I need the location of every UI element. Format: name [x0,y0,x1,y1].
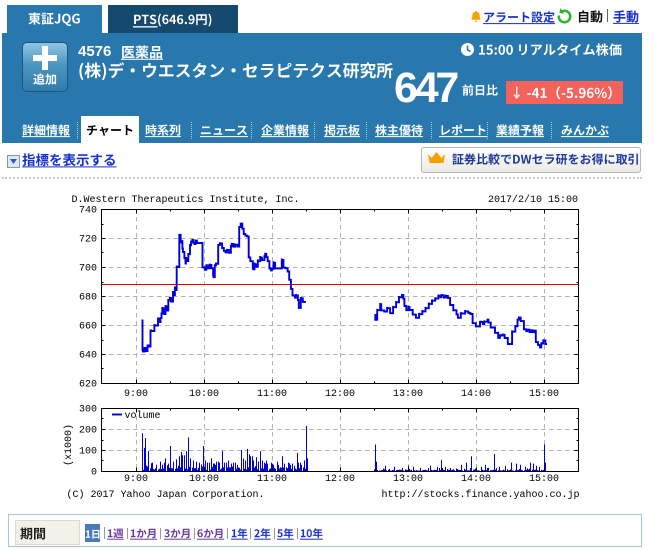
svg-text:12:00: 12:00 [325,389,355,400]
svg-text:13:00: 13:00 [393,389,423,400]
svg-text:640: 640 [79,351,97,362]
svg-text:9:00: 9:00 [124,474,148,485]
svg-text:660: 660 [79,322,97,333]
svg-text:300: 300 [79,405,97,416]
svg-text:(C) 2017 Yahoo Japan Corporati: (C) 2017 Yahoo Japan Corporation. [67,489,265,501]
svg-text:680: 680 [79,293,97,304]
svg-text:15:00: 15:00 [529,474,559,485]
svg-text:700: 700 [79,264,97,275]
svg-text:10:00: 10:00 [189,474,219,485]
svg-text:volume: volume [125,410,161,422]
svg-text:D.Western Therapeutics Institu: D.Western Therapeutics Institute, Inc. [72,194,300,206]
svg-text:12:00: 12:00 [325,474,355,485]
svg-text:10:00: 10:00 [189,389,219,400]
svg-text:0: 0 [91,468,97,479]
svg-text:15:00: 15:00 [529,389,559,400]
svg-text:14:00: 14:00 [461,474,491,485]
svg-text:14:00: 14:00 [461,389,491,400]
svg-text:9:00: 9:00 [124,389,148,400]
svg-text:200: 200 [79,426,97,437]
svg-text:11:00: 11:00 [257,389,287,400]
svg-text:740: 740 [79,206,97,217]
svg-text:2017/2/10 15:00: 2017/2/10 15:00 [488,194,578,206]
svg-text:620: 620 [79,380,97,391]
svg-text:(x1000): (x1000) [63,424,75,466]
svg-text:13:00: 13:00 [393,474,423,485]
svg-text:100: 100 [79,447,97,458]
svg-text:720: 720 [79,235,97,246]
svg-text:11:00: 11:00 [257,474,287,485]
svg-text:http://stocks.finance.yahoo.co: http://stocks.finance.yahoo.co.jp [382,489,580,501]
